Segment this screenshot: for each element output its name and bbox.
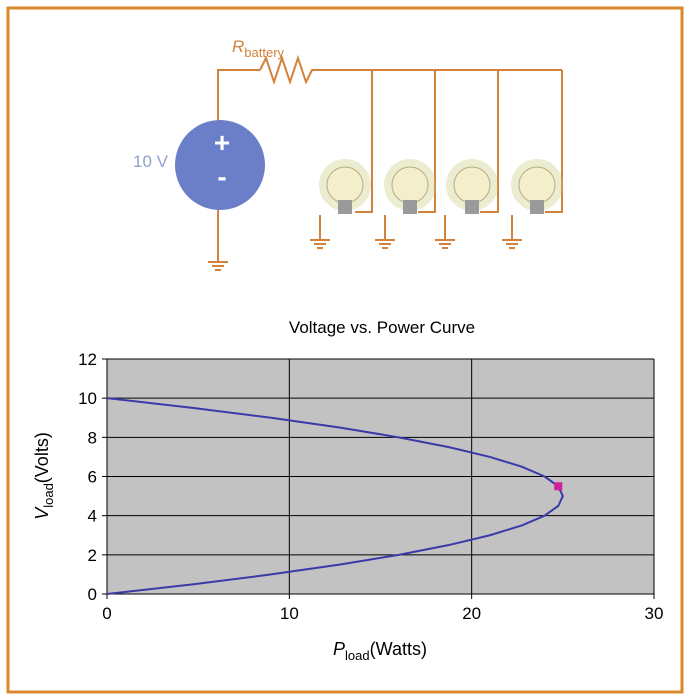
resistor-label: Rbattery bbox=[232, 37, 285, 60]
bulb bbox=[319, 159, 371, 214]
y-tick-label: 6 bbox=[88, 468, 97, 487]
y-subscript: load bbox=[41, 483, 56, 508]
bulbs bbox=[319, 159, 563, 214]
ground bbox=[435, 215, 455, 249]
wire bbox=[217, 69, 260, 125]
y-axis-label: Vload(Volts) bbox=[32, 432, 56, 520]
y-tick-label: 2 bbox=[88, 546, 97, 565]
y-tick-label: 12 bbox=[78, 350, 97, 369]
circuit bbox=[208, 54, 563, 271]
y-tick-label: 0 bbox=[88, 585, 97, 604]
x-tick-label: 10 bbox=[280, 604, 299, 623]
x-tick-label: 30 bbox=[645, 604, 664, 623]
minus-sign: - bbox=[217, 161, 226, 192]
wire bbox=[418, 70, 436, 213]
resistor bbox=[259, 54, 318, 86]
battery bbox=[175, 120, 265, 210]
chart-title: Voltage vs. Power Curve bbox=[289, 318, 475, 337]
ground bbox=[502, 215, 522, 249]
resistor-symbol: R bbox=[232, 37, 244, 56]
ground bbox=[208, 261, 228, 271]
data-line bbox=[106, 397, 564, 595]
ground bbox=[310, 215, 330, 249]
resistor-subscript: battery bbox=[244, 45, 284, 60]
wire bbox=[480, 70, 499, 213]
y-unit: (Volts) bbox=[32, 432, 52, 483]
x-unit: (Watts) bbox=[370, 639, 427, 659]
bulb bbox=[511, 159, 563, 214]
source-label: 10 V bbox=[133, 152, 169, 171]
y-symbol: V bbox=[32, 506, 52, 520]
ground bbox=[375, 215, 395, 249]
bulb bbox=[446, 159, 498, 214]
x-tick-label: 20 bbox=[462, 604, 481, 623]
y-tick-label: 8 bbox=[88, 428, 97, 447]
x-symbol: P bbox=[333, 639, 345, 659]
y-tick-label: 4 bbox=[88, 507, 97, 526]
x-tick-label: 0 bbox=[102, 604, 111, 623]
x-axis-label: Pload(Watts) bbox=[333, 639, 427, 663]
marker bbox=[554, 482, 563, 491]
y-tick-label: 10 bbox=[78, 389, 97, 408]
wire bbox=[355, 70, 373, 213]
plus-sign: + bbox=[214, 127, 230, 158]
x-subscript: load bbox=[345, 648, 370, 663]
wire bbox=[545, 70, 563, 213]
bulb bbox=[384, 159, 436, 214]
